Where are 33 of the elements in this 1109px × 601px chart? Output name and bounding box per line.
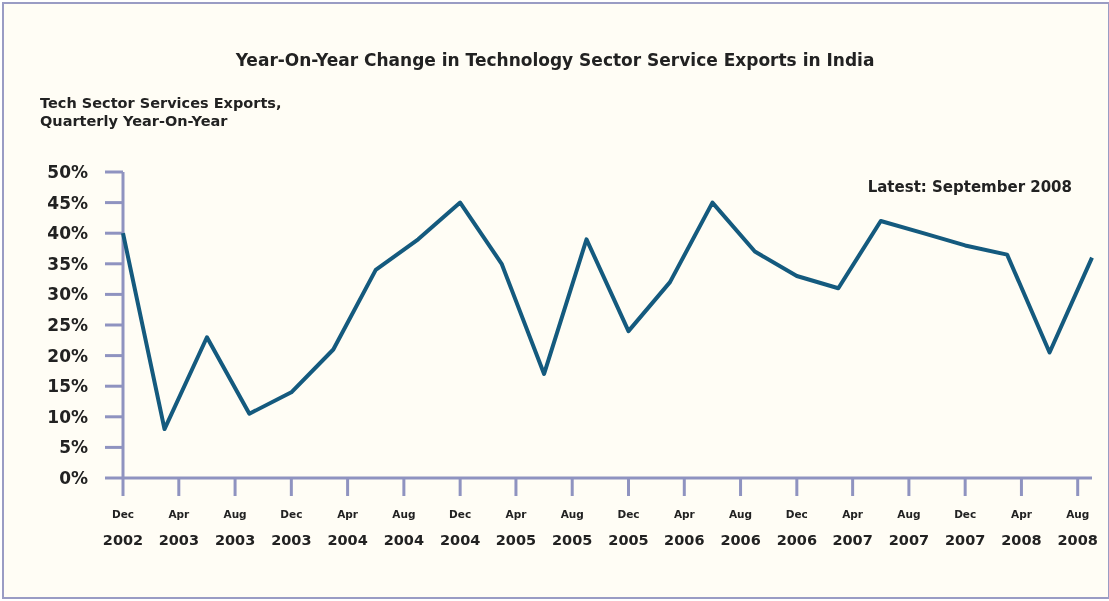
y-tick-label: 35%	[47, 253, 88, 274]
x-tick-label: Apr 2004	[327, 508, 368, 548]
x-tick-label: Aug 2007	[888, 508, 930, 548]
y-tick-label: 5%	[59, 437, 88, 458]
y-tick-label: 50%	[47, 161, 88, 182]
x-tick-label: Apr 2006	[664, 508, 705, 548]
x-tick-label: Aug 2006	[720, 508, 761, 548]
y-tick-label: 20%	[47, 345, 88, 366]
x-tick-label: Dec 2004	[439, 508, 481, 548]
chart-title: Year-On-Year Change in Technology Sector Service Exports in India	[234, 50, 875, 70]
x-tick-label: Aug 2005	[552, 508, 593, 548]
x-tick-label: Aug 2008	[1057, 508, 1098, 548]
x-tick-label: Dec 2006	[776, 508, 818, 548]
y-tick-label: 40%	[47, 223, 88, 244]
y-tick-label: 0%	[59, 467, 88, 488]
x-tick-label: Apr 2005	[495, 508, 537, 548]
annotation: Latest: September 2008	[867, 178, 1072, 196]
x-tick-label: Dec 2005	[608, 508, 649, 548]
x-tick-label: Apr 2008	[1001, 508, 1042, 548]
y-tick-label: 45%	[47, 192, 88, 213]
x-tick-label: Apr 2003	[158, 508, 199, 548]
x-tick-label: Apr 2007	[832, 508, 873, 548]
y-tick-label: 15%	[47, 376, 88, 397]
y-tick-label: 30%	[47, 284, 88, 305]
x-tick-label: Aug 2003	[214, 508, 256, 548]
y-tick-label: 25%	[47, 314, 88, 335]
y-axis-title: Tech Sector Services Exports, Quarterly Year-On-Year	[40, 95, 282, 129]
x-tick-label: Dec 2002	[102, 508, 144, 548]
x-tick-label: Aug 2004	[383, 508, 425, 548]
x-tick-label: Dec 2003	[271, 508, 312, 548]
x-tick-label: Dec 2007	[944, 508, 986, 548]
y-tick-label: 10%	[47, 406, 88, 427]
line-series	[121, 200, 1094, 432]
